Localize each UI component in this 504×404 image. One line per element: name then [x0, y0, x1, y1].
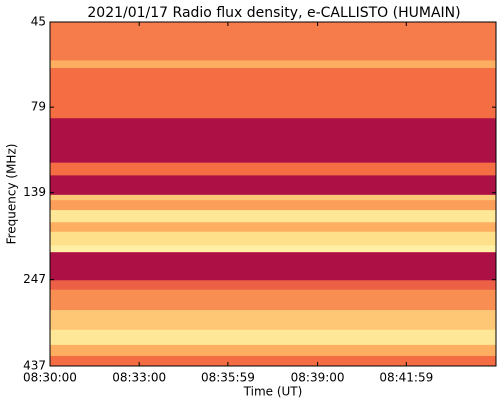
y-tick-label: 45: [31, 15, 46, 29]
heatmap-band: [50, 210, 496, 223]
x-tick-label: 08:35:59: [201, 371, 255, 385]
y-tick-label: 247: [23, 272, 46, 286]
heatmap-band: [50, 22, 496, 61]
x-tick-label: 08:41:59: [379, 371, 433, 385]
heatmap-band: [50, 68, 496, 119]
chart-title: 2021/01/17 Radio flux density, e-CALLIST…: [87, 5, 460, 21]
heatmap-band: [50, 162, 496, 176]
x-tick-label: 08:39:00: [291, 371, 345, 385]
heatmap-band: [50, 329, 496, 346]
plot-frame: [49, 21, 497, 367]
heatmap-band: [50, 231, 496, 246]
x-tick-label: 08:30:00: [23, 371, 77, 385]
heatmap-band: [50, 60, 496, 69]
heatmap-band: [50, 245, 496, 253]
y-axis-label: Frequency (MHz): [5, 144, 19, 245]
heatmap-band: [50, 344, 496, 357]
heatmap-band: [50, 289, 496, 311]
heatmap-band: [50, 118, 496, 163]
y-tick-label: 79: [31, 100, 46, 114]
heatmap-band: [50, 355, 496, 367]
x-axis-label: Time (UT): [243, 385, 303, 399]
x-tick-label: 08:33:00: [112, 371, 166, 385]
y-tick-label: 139: [23, 185, 46, 199]
heatmap-band: [50, 252, 496, 281]
plot-area: [50, 22, 496, 367]
heatmap-band: [50, 310, 496, 331]
heatmap-band: [50, 175, 496, 196]
heatmap-band: [50, 194, 496, 201]
heatmap-band: [50, 200, 496, 211]
heatmap-band: [50, 222, 496, 233]
y-tick-label: 437: [23, 359, 46, 373]
heatmap-band: [50, 280, 496, 291]
